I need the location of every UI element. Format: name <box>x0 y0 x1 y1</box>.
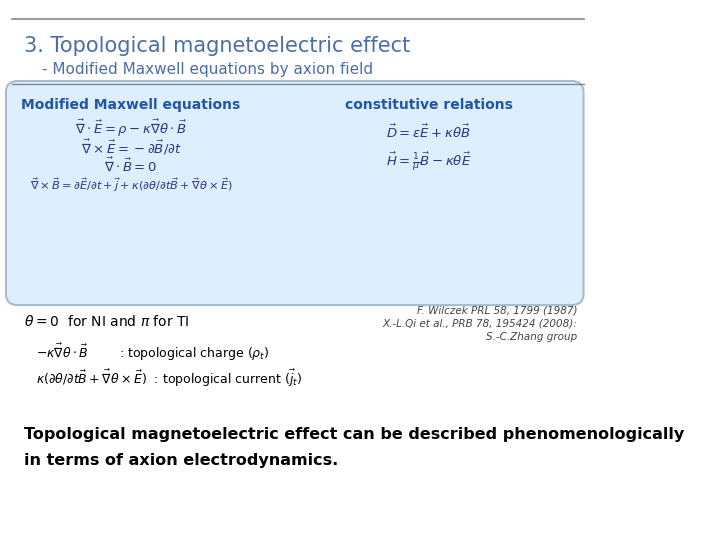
Text: $\vec{D} = \epsilon\vec{E} + \kappa\theta\vec{B}$: $\vec{D} = \epsilon\vec{E} + \kappa\thet… <box>387 124 471 141</box>
Text: $\vec{\nabla} \times \vec{E} = -\partial\vec{B}/\partial t$: $\vec{\nabla} \times \vec{E} = -\partial… <box>81 138 181 157</box>
Text: $\vec{H} = \frac{1}{\mu}\vec{B} - \kappa\theta\vec{E}$: $\vec{H} = \frac{1}{\mu}\vec{B} - \kappa… <box>386 151 472 173</box>
Text: $-\kappa\vec{\nabla}\theta \cdot \vec{B}$        : topological charge $(\rho_t)$: $-\kappa\vec{\nabla}\theta \cdot \vec{B}… <box>36 341 269 363</box>
Text: $\theta = 0$  for NI and $\pi$ for TI: $\theta = 0$ for NI and $\pi$ for TI <box>24 314 189 329</box>
Text: 3. Topological magnetoelectric effect: 3. Topological magnetoelectric effect <box>24 36 410 56</box>
Text: - Modified Maxwell equations by axion field: - Modified Maxwell equations by axion fi… <box>42 62 373 77</box>
Text: Modified Maxwell equations: Modified Maxwell equations <box>22 98 240 112</box>
Text: S.-C.Zhang group: S.-C.Zhang group <box>486 333 577 342</box>
Text: Topological magnetoelectric effect can be described phenomenologically: Topological magnetoelectric effect can b… <box>24 427 684 442</box>
Text: in terms of axion electrodynamics.: in terms of axion electrodynamics. <box>24 453 338 468</box>
Text: F. Wilczek PRL 58, 1799 (1987): F. Wilczek PRL 58, 1799 (1987) <box>417 306 577 315</box>
Text: $\vec{\nabla} \times \vec{B} = \partial\vec{E}/\partial t + \vec{j} + \kappa(\pa: $\vec{\nabla} \times \vec{B} = \partial\… <box>30 177 233 194</box>
FancyBboxPatch shape <box>6 81 583 305</box>
Text: constitutive relations: constitutive relations <box>345 98 513 112</box>
Text: $\kappa(\partial\theta/\partial t\vec{B} + \vec{\nabla}\theta \times \vec{E})$  : $\kappa(\partial\theta/\partial t\vec{B}… <box>36 367 302 389</box>
Text: $\vec{\nabla} \cdot \vec{B} = 0$: $\vec{\nabla} \cdot \vec{B} = 0$ <box>104 156 158 173</box>
Text: X.-L.Qi et al., PRB 78, 195424 (2008):: X.-L.Qi et al., PRB 78, 195424 (2008): <box>383 319 577 329</box>
Text: $\vec{\nabla} \cdot \vec{E} = \rho - \kappa\vec{\nabla}\theta \cdot \vec{B}$: $\vec{\nabla} \cdot \vec{E} = \rho - \ka… <box>75 118 187 139</box>
